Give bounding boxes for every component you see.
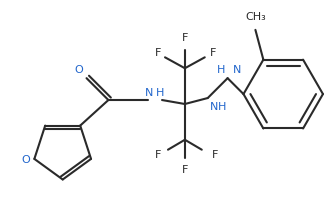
Text: O: O — [75, 65, 84, 75]
Text: H: H — [156, 88, 164, 98]
Text: H: H — [218, 102, 226, 112]
Text: O: O — [22, 155, 30, 165]
Text: F: F — [155, 150, 161, 160]
Text: F: F — [155, 48, 161, 58]
Text: H: H — [217, 65, 225, 75]
Text: N: N — [145, 88, 153, 98]
Text: F: F — [210, 48, 216, 58]
Text: CH₃: CH₃ — [245, 12, 266, 22]
Text: F: F — [182, 165, 188, 175]
Text: F: F — [212, 150, 218, 160]
Text: N: N — [210, 102, 218, 112]
Text: N: N — [232, 65, 241, 75]
Text: F: F — [182, 33, 188, 43]
